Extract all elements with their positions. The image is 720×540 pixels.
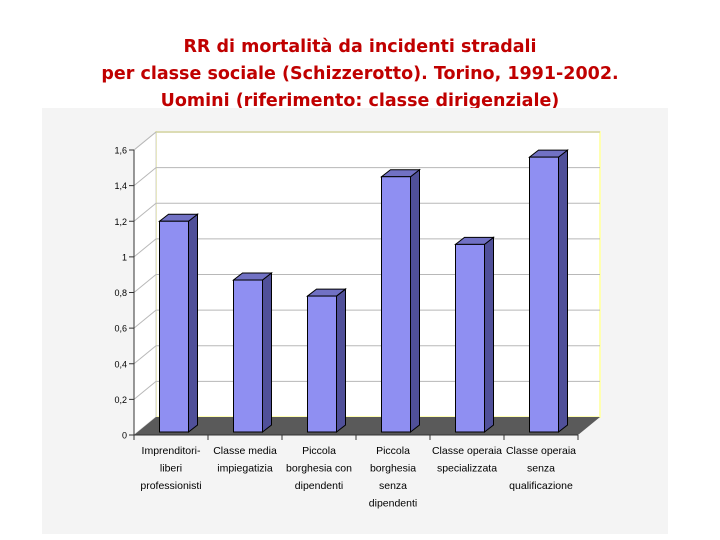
bar-side (336, 288, 346, 434)
bar-3 (306, 288, 347, 434)
bar-front (307, 295, 337, 433)
bar-front (159, 220, 189, 433)
title-line-2: per classe sociale (Schizzerotto). Torin… (101, 64, 619, 84)
gridline (133, 238, 600, 258)
bar-side (558, 149, 568, 434)
y-tick-label: 0,4 (114, 359, 127, 369)
gridline (133, 309, 600, 329)
x-category-label-line: dipendenti (369, 498, 417, 510)
x-category-label-line: borghesia con (286, 463, 352, 475)
title-line-3: Uomini (riferimento: classe dirigenziale… (160, 91, 560, 111)
x-category-label-line: borghesia (370, 463, 416, 475)
x-category-label-line: Piccola (302, 445, 336, 457)
x-category-label-line: Classe media (213, 445, 277, 457)
gridline (133, 380, 600, 400)
x-category-label: Piccola borghesia senza dipendenti (369, 445, 417, 510)
gridline (133, 345, 600, 365)
bar-front (455, 243, 485, 433)
x-category-label-line: impiegatizia (217, 463, 273, 475)
gridline (133, 167, 600, 187)
x-category-label-line: Classe operaia (432, 445, 502, 457)
y-tick-label: 0,8 (114, 288, 127, 298)
y-tick-label: 0 (122, 431, 127, 441)
bar-5 (454, 236, 495, 434)
bar-front (381, 176, 411, 433)
x-category-label-line: liberi (160, 463, 182, 475)
bar-1 (158, 213, 199, 434)
y-tick-label: 0,2 (114, 395, 127, 405)
x-category-label-line: senza (379, 480, 407, 492)
title-line-1: RR di mortalità da incidenti stradali (183, 37, 537, 57)
bar-side (188, 213, 198, 434)
x-category-label: Imprenditori-liberi professionisti (140, 445, 201, 492)
x-category-label-line: dipendenti (295, 480, 343, 492)
bar-side (484, 236, 494, 434)
gridline (133, 274, 600, 293)
bar-side (262, 272, 272, 434)
y-tick-label: 1,6 (114, 146, 127, 156)
y-tick-label: 1 (122, 252, 127, 262)
x-category-label-line: Imprenditori- (142, 445, 201, 457)
bar-6 (528, 149, 569, 434)
x-category-label: Piccola borghesia con dipendenti (286, 445, 352, 492)
x-category-label: Classe media impiegatizia (213, 445, 277, 475)
bar-front (233, 279, 263, 433)
x-category-label: Classe operaia specializzata (432, 445, 502, 475)
bar-front (529, 156, 559, 433)
x-category-label-line: Classe operaia (506, 445, 576, 457)
gridline (133, 131, 600, 151)
y-tick-label: 0,6 (114, 324, 127, 334)
y-tick-label: 1,2 (114, 217, 127, 227)
gridline (133, 202, 600, 222)
bar-2 (232, 272, 273, 434)
x-category-label-line: professionisti (140, 480, 201, 492)
x-category-label: Classe operaia senza qualificazione (506, 445, 576, 492)
x-category-label-line: senza (527, 463, 555, 475)
bar-side (410, 168, 420, 434)
x-category-label-line: qualificazione (509, 480, 573, 492)
chart-title: RR di mortalità da incidenti stradali pe… (0, 34, 720, 115)
y-tick-label: 1,4 (114, 181, 127, 191)
x-category-label-line: specializzata (437, 463, 497, 475)
x-category-label-line: Piccola (376, 445, 410, 457)
bar-4 (380, 168, 421, 434)
